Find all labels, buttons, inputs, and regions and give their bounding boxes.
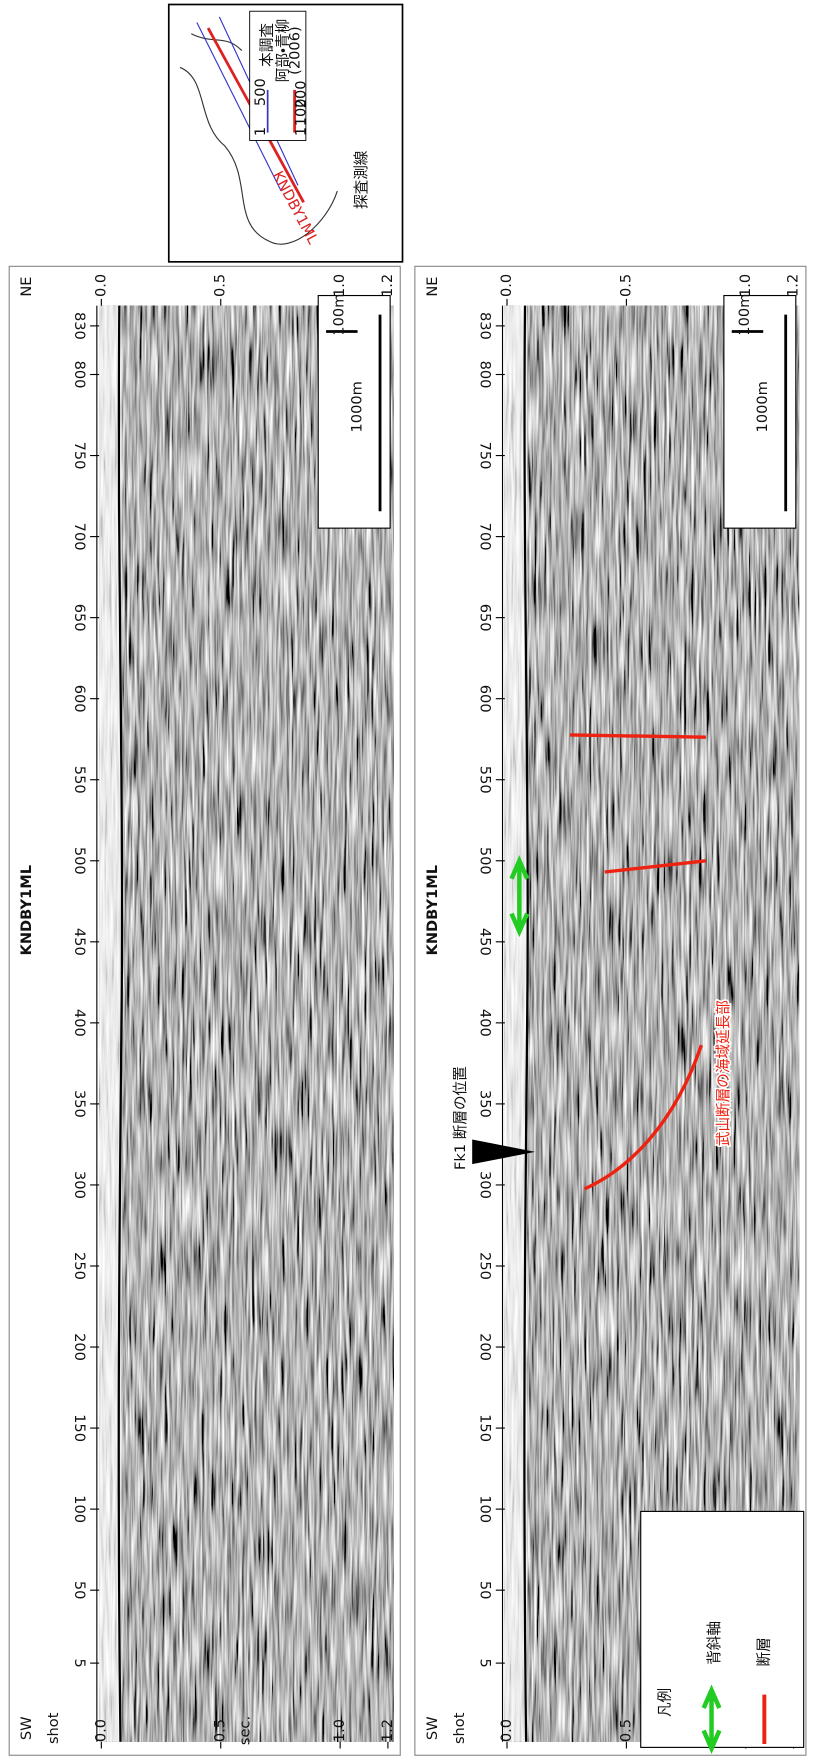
shot-tick-label: 350 [477, 1090, 494, 1118]
time-tick-label: 0.5 [617, 274, 634, 297]
shot-tick-label: 830 [71, 312, 88, 340]
shot-tick-label: 50 [477, 1581, 494, 1600]
fault [569, 733, 706, 739]
scale-box [723, 294, 797, 529]
shot-tick-label: 300 [477, 1171, 494, 1199]
inset-map: 本調査 阿部・青柳 (2006) 500 1 200 100 1 KNDBY1M… [167, 3, 404, 263]
direction-label: NE [424, 276, 441, 296]
scale-label: 1000m [349, 381, 366, 432]
line-name: KNDBY1ML [18, 865, 35, 956]
legend-label: (2006) [287, 26, 304, 75]
shot-tick-label: 800 [477, 361, 494, 389]
time-tick-label: 0.5 [617, 1719, 634, 1742]
shot-tick-label: 500 [71, 847, 88, 875]
time-tick-label: 1.0 [737, 274, 754, 297]
seismic-section [504, 305, 800, 1742]
shot-tick-label: 650 [477, 604, 494, 632]
shot-tick-label: 50 [71, 1581, 88, 1600]
shot-tick-label: 500 [477, 847, 494, 875]
scale-label: 1 [292, 127, 309, 136]
shot-tick-label: 800 [71, 361, 88, 389]
direction-label: SW [424, 1716, 441, 1740]
legend-label: 背斜軸 [706, 1621, 723, 1665]
shot-tick-label: 550 [477, 766, 494, 794]
shot-tick-label: 450 [477, 928, 494, 956]
shot-tick-label: 400 [477, 1009, 494, 1037]
shot-tick-label: 150 [477, 1414, 494, 1442]
time-tick-label: 0.0 [498, 1719, 515, 1742]
shot-tick-label: 250 [477, 1252, 494, 1280]
inset-legend [249, 10, 307, 141]
direction-label: SW [18, 1716, 35, 1740]
legend-box [640, 1510, 805, 1748]
anticline-axis [509, 855, 530, 938]
shot-tick-label: 100 [71, 1495, 88, 1523]
shot-tick-label: 700 [477, 523, 494, 551]
time-tick-label: 0.5 [212, 274, 229, 297]
time-axis-label: sec. [236, 1716, 253, 1745]
water-column [504, 305, 528, 1742]
time-tick-label: 0.0 [92, 274, 109, 297]
shot-tick-label: 100 [477, 1495, 494, 1523]
survey-line [196, 22, 282, 192]
shot-tick-label: 5 [477, 1658, 494, 1667]
legend-label: 断層 [755, 1637, 772, 1666]
seismic-section [99, 305, 394, 1742]
legend-title: 凡例 [656, 1688, 673, 1717]
scale-label: 500 [252, 78, 269, 106]
coastline [179, 33, 338, 245]
time-tick-label: 0.5 [212, 1719, 229, 1742]
fk1-label: Fk1 断層の位置 [452, 1066, 469, 1170]
fault-name: 武山断層の海域延長部 [715, 1000, 732, 1146]
direction-label: NE [18, 276, 35, 296]
shot-tick-label: 200 [477, 1333, 494, 1361]
shot-tick-label: 830 [477, 312, 494, 340]
shot-tick-label: 550 [71, 766, 88, 794]
scale-label: 200 [292, 80, 309, 108]
time-tick-label: 1.0 [331, 274, 348, 297]
seafloor [117, 305, 124, 1742]
scale-label: 100 [292, 98, 309, 126]
line-name: KNDBY1ML [424, 865, 441, 956]
legend-anticline [701, 1684, 722, 1755]
shot-tick-label: 300 [71, 1171, 88, 1199]
time-tick-label: 0.0 [92, 1719, 109, 1742]
shot-tick-label: 600 [71, 685, 88, 713]
legend-label: 本調査 [259, 23, 276, 67]
shot-tick-label: 200 [71, 1333, 88, 1361]
shot-tick-label: 250 [71, 1252, 88, 1280]
shot-tick-label: 700 [71, 523, 88, 551]
shot-tick-label: 600 [477, 685, 494, 713]
shot-tick-label: 650 [71, 604, 88, 632]
water-column [99, 305, 122, 1742]
time-tick-label: 1.2 [379, 1719, 396, 1742]
fk1-marker [472, 1139, 536, 1165]
shot-tick-label: 150 [71, 1414, 88, 1442]
inset-title: 探査測線 [353, 150, 370, 209]
scale-label: 1000m [754, 381, 771, 432]
shot-tick-label: 750 [477, 442, 494, 470]
shot-axis-label: shot [45, 1712, 62, 1744]
shot-tick-label: 400 [71, 1009, 88, 1037]
time-tick-label: 1.2 [379, 274, 396, 297]
shot-tick-label: 750 [71, 442, 88, 470]
time-tick-label: 1.0 [331, 1719, 348, 1742]
scale-label: 1 [252, 127, 269, 136]
shot-axis-label: shot [451, 1712, 468, 1744]
time-tick-label: 0.0 [498, 274, 515, 297]
scale-label: 100m [331, 294, 348, 336]
fault [604, 859, 707, 874]
scale-box [317, 294, 391, 529]
shot-tick-label: 5 [71, 1658, 88, 1667]
scale-label: 100m [736, 294, 753, 336]
fault [583, 1044, 704, 1191]
legend-label: 阿部・青柳 [274, 19, 291, 82]
shot-tick-label: 450 [71, 928, 88, 956]
time-tick-label: 1.2 [785, 274, 802, 297]
shot-tick-label: 350 [71, 1090, 88, 1118]
seafloor [523, 305, 529, 1742]
